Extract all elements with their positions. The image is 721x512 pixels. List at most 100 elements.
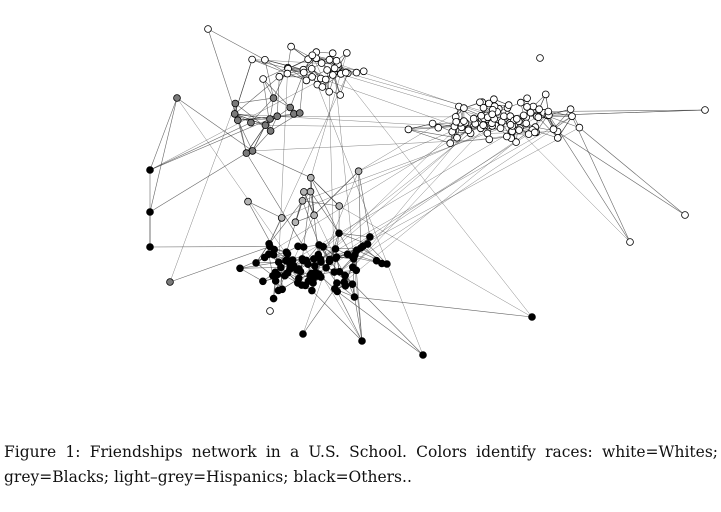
student-node [502, 132, 511, 141]
friendship-edge [311, 290, 363, 342]
student-node [522, 119, 530, 128]
student-node [366, 233, 374, 241]
friendship-edge [571, 116, 631, 243]
friendship-edge [234, 113, 271, 120]
student-node [566, 105, 575, 113]
student-node [428, 119, 437, 128]
student-node [306, 187, 315, 196]
student-node [330, 64, 339, 73]
student-node [512, 138, 520, 146]
friendship-edge [176, 97, 253, 152]
student-node [287, 42, 295, 51]
student-node [354, 167, 363, 176]
friendship-edge [313, 170, 359, 216]
student-node [342, 49, 351, 57]
student-node [341, 68, 350, 77]
student-node [343, 250, 352, 259]
friendship-edge [487, 131, 558, 134]
friendship-edge [337, 291, 424, 356]
friendship-edge [149, 152, 247, 213]
friendship-edge [310, 177, 340, 207]
student-node [488, 110, 497, 119]
friendship-edge [339, 73, 348, 96]
student-node [298, 255, 307, 263]
student-node [460, 117, 468, 125]
friendship-edge [251, 59, 288, 74]
student-node [526, 108, 535, 117]
friendship-edge [265, 124, 439, 128]
friendship-edge [268, 200, 303, 244]
friendship-edge [237, 118, 271, 121]
student-node [549, 125, 558, 133]
student-node [349, 254, 358, 263]
student-node [330, 284, 339, 293]
student-node [359, 242, 367, 251]
student-node [568, 112, 576, 121]
student-node [325, 257, 334, 266]
friendship-edge [149, 97, 178, 213]
friendship-edge [235, 97, 274, 104]
friendship-edge [262, 67, 288, 80]
student-node [302, 76, 311, 85]
friendship-edge [302, 124, 511, 202]
student-node [259, 277, 267, 286]
student-node [323, 66, 331, 74]
student-node [515, 126, 523, 134]
student-node [530, 128, 539, 137]
student-node [280, 271, 289, 280]
friendship-edge [149, 246, 270, 248]
student-node [269, 294, 278, 303]
friendship-edge [281, 118, 517, 219]
student-node [328, 49, 337, 57]
student-node [553, 134, 562, 142]
student-node [291, 218, 300, 227]
friendship-edge [358, 107, 465, 172]
friendship-edge [264, 59, 274, 99]
friendship-edge [553, 109, 571, 130]
student-node [464, 126, 473, 134]
student-node [332, 56, 341, 65]
student-node [173, 94, 181, 102]
student-node [298, 197, 307, 205]
friendship-edge [262, 78, 291, 108]
student-node [359, 67, 368, 76]
friendship-edge [234, 76, 280, 115]
friendship-edge [149, 72, 335, 171]
student-node [293, 279, 302, 287]
friendship-edge [332, 53, 363, 342]
friendship-edge [408, 129, 458, 139]
student-node [330, 268, 339, 276]
friendship-edge [320, 78, 469, 131]
student-node [269, 94, 278, 102]
student-node [286, 265, 294, 273]
student-node [534, 113, 543, 122]
friendship-edge [264, 59, 304, 70]
figure-caption-label: Figure 1: [4, 443, 81, 461]
student-node [146, 208, 154, 216]
student-node [479, 104, 488, 112]
student-node [270, 245, 279, 254]
friendship-edge [252, 139, 490, 152]
student-node [310, 211, 318, 220]
student-node [271, 268, 280, 277]
student-node [512, 115, 521, 123]
student-node [544, 107, 553, 116]
friendship-edge [579, 127, 686, 216]
friendship-edge [352, 118, 494, 268]
student-node [575, 123, 584, 132]
student-node [146, 243, 154, 251]
student-node [146, 166, 154, 174]
student-node [348, 280, 357, 289]
student-node [404, 125, 413, 134]
friendship-edge [169, 103, 236, 283]
student-node [434, 123, 443, 132]
friendship-edge [279, 72, 304, 77]
student-node [261, 121, 270, 129]
student-node [523, 94, 531, 103]
student-node [230, 110, 239, 118]
student-node [300, 188, 308, 196]
student-node [299, 330, 307, 338]
friendship-edge [250, 97, 274, 123]
student-node [236, 264, 244, 273]
student-node [247, 118, 255, 127]
